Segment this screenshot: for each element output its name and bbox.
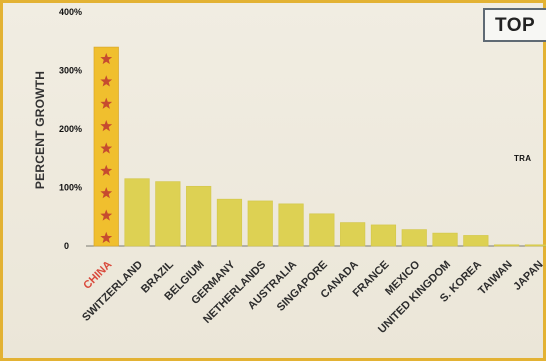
star-icon xyxy=(100,97,113,109)
bar-singapore xyxy=(309,213,335,247)
bar-france xyxy=(370,224,397,247)
y-tick-label: 400% xyxy=(59,7,82,17)
bar-belgium xyxy=(186,185,212,247)
title-box: TOP xyxy=(483,8,546,42)
x-tick-label: JAPAN xyxy=(511,259,545,293)
annotation-text: TRA xyxy=(514,154,532,163)
bar-s-korea xyxy=(463,235,489,247)
star-icon xyxy=(100,209,113,221)
bar-canada xyxy=(340,222,366,247)
title-text: TOP xyxy=(495,15,536,36)
bar-netherlands xyxy=(247,200,273,247)
star-icon xyxy=(100,164,113,176)
x-tick-label: TAIWAN xyxy=(476,259,515,298)
bar-united-kingdom xyxy=(432,232,458,247)
bar-mexico xyxy=(401,229,427,247)
star-icon xyxy=(100,187,113,199)
y-tick-label: 300% xyxy=(59,66,82,76)
bar-switzerland xyxy=(124,178,150,247)
star-icon xyxy=(100,119,113,132)
star-icon xyxy=(100,52,113,65)
star-icon xyxy=(100,142,113,154)
bar-germany xyxy=(216,198,243,247)
bar-japan xyxy=(524,244,546,247)
label-layer: CHINASWITZERLANDBRAZILBELGIUMGERMANYNETH… xyxy=(80,258,546,336)
y-tick-label: 0 xyxy=(64,241,69,251)
bar-layer xyxy=(93,46,546,247)
y-axis-label: PERCENT GROWTH xyxy=(33,71,47,189)
bar-australia xyxy=(278,203,304,247)
bar-taiwan xyxy=(494,244,520,247)
y-tick-label: 100% xyxy=(59,183,82,193)
star-icon xyxy=(100,75,113,87)
bar-brazil xyxy=(155,181,181,247)
y-tick-label: 200% xyxy=(59,124,82,134)
star-icon xyxy=(100,231,113,244)
